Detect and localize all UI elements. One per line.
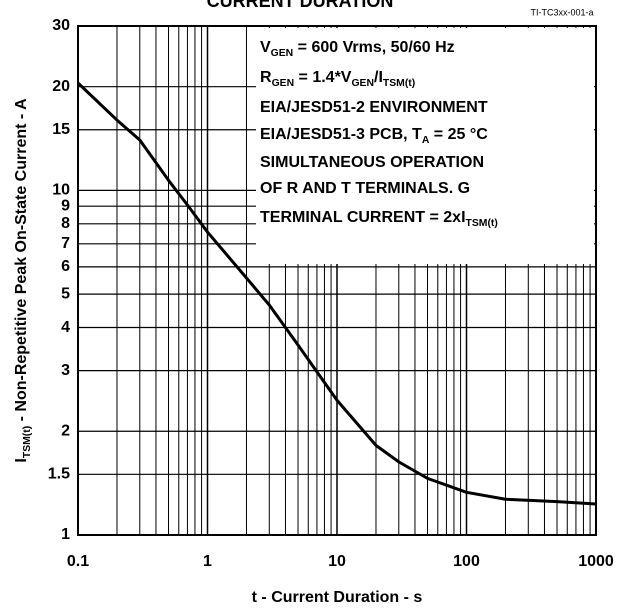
x-tick-label: 1000 (578, 553, 614, 570)
text-part: EIA/JESD51-3 PCB, T (260, 126, 422, 143)
text-part: OF R AND T TERMINALS. G (260, 180, 470, 197)
x-axis-label: t - Current Duration - s (252, 589, 423, 606)
annotation-line: SIMULTANEOUS OPERATION (260, 154, 484, 171)
y-tick-label: 30 (52, 17, 70, 34)
plot-frame (77, 25, 597, 536)
text-part: - Non-Repetitive Peak On-State Current -… (13, 98, 30, 426)
x-tick-label: 1 (203, 553, 212, 570)
annotation-line: EIA/JESD51-3 PCB, TA = 25 °C (260, 126, 488, 146)
annotation-line: RGEN = 1.4*VGEN/ITSM(t) (260, 69, 415, 89)
y-tick-label: 5 (61, 285, 70, 302)
subscript: TSM(t) (466, 218, 498, 229)
y-tick-label: 10 (52, 182, 70, 199)
annotation-line: VGEN = 600 Vrms, 50/60 Hz (260, 39, 455, 59)
annotation-line: TERMINAL CURRENT = 2xITSM(t) (260, 209, 498, 229)
x-tick-label: 100 (453, 553, 480, 570)
text-part: R (260, 69, 272, 86)
annotation-line: OF R AND T TERMINALS. G (260, 180, 470, 197)
text-part: TERMINAL CURRENT = 2xI (260, 209, 466, 226)
y-tick-label: 9 (61, 197, 70, 214)
y-tick-label: 8 (61, 215, 70, 232)
text-part: V (260, 39, 271, 56)
text-part: = 25 °C (429, 126, 488, 143)
text-part: SIMULTANEOUS OPERATION (260, 154, 484, 171)
figure-id: TI-TC3xx-001-a (530, 7, 593, 17)
y-tick-label: 2 (61, 422, 70, 439)
subscript: GEN (272, 78, 295, 89)
x-tick-label: 0.1 (67, 553, 89, 570)
y-tick-label: 6 (61, 258, 70, 275)
y-tick-label: 3 (61, 362, 70, 379)
y-tick-label: 1.5 (48, 466, 70, 483)
x-tick-label: 10 (328, 553, 346, 570)
subscript: GEN (351, 78, 374, 89)
y-axis-label: ITSM(t) - Non-Repetitive Peak On-State C… (13, 98, 33, 463)
y-tick-label: 1 (61, 526, 70, 543)
subscript: A (422, 135, 430, 146)
y-tick-label: 4 (61, 319, 70, 336)
text-part: EIA/JESD51-2 ENVIRONMENT (260, 99, 488, 116)
data-line (76, 81, 597, 506)
y-tick-label: 20 (52, 78, 70, 95)
annotation-line: EIA/JESD51-2 ENVIRONMENT (260, 99, 488, 116)
subscript: TSM(t) (22, 426, 33, 458)
text-part: I (13, 458, 30, 462)
y-tick-label: 7 (61, 235, 70, 252)
text-part: = 600 Vrms, 50/60 Hz (293, 39, 454, 56)
y-tick-label: 15 (52, 121, 70, 138)
text-part: = 1.4*V (294, 69, 352, 86)
annotation-box (256, 28, 594, 264)
subscript: GEN (271, 48, 294, 59)
chart-title: CURRENT DURATION (207, 0, 394, 11)
subscript: TSM(t) (383, 78, 415, 89)
text-part: /I (374, 69, 383, 86)
